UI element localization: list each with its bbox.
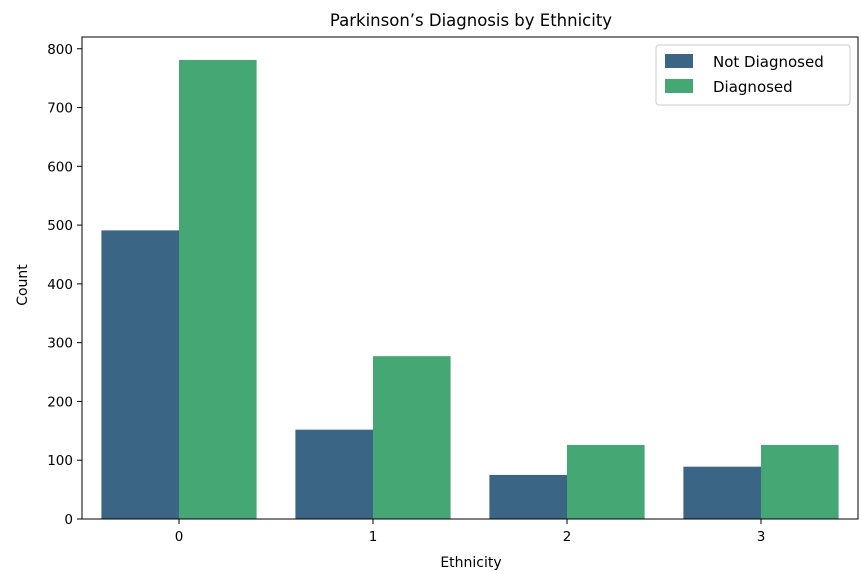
x-axis-label: Ethnicity bbox=[440, 555, 501, 571]
bar-diagnosed-0 bbox=[179, 59, 257, 520]
bars-group bbox=[101, 59, 839, 520]
legend-swatch bbox=[665, 54, 693, 68]
bar-not-diagnosed-2 bbox=[489, 474, 567, 519]
x-tick-label: 0 bbox=[175, 529, 184, 545]
y-tick-label: 100 bbox=[47, 453, 73, 469]
legend-label: Not Diagnosed bbox=[713, 53, 824, 71]
y-tick-label: 0 bbox=[64, 512, 73, 528]
plot-frame bbox=[81, 36, 859, 520]
y-axis-ticks: 0 100 200 300 400 500 600 700 800 bbox=[47, 42, 82, 528]
y-tick-label: 500 bbox=[47, 218, 73, 234]
legend: Not Diagnosed Diagnosed bbox=[655, 44, 851, 106]
y-tick-label: 400 bbox=[47, 277, 73, 293]
y-tick-label: 800 bbox=[47, 42, 73, 58]
bar-diagnosed-2 bbox=[567, 444, 645, 519]
bar-not-diagnosed-3 bbox=[683, 466, 761, 519]
legend-box bbox=[655, 44, 851, 106]
legend-label: Diagnosed bbox=[713, 78, 793, 96]
y-tick-label: 700 bbox=[47, 101, 73, 117]
y-axis-label: Count bbox=[15, 264, 31, 306]
chart-title: Parkinson’s Diagnosis by Ethnicity bbox=[330, 11, 612, 30]
y-tick-label: 600 bbox=[47, 159, 73, 175]
y-tick-label: 200 bbox=[47, 394, 73, 410]
x-tick-label: 1 bbox=[369, 529, 378, 545]
y-tick-label: 300 bbox=[47, 336, 73, 352]
bar-diagnosed-1 bbox=[373, 356, 451, 519]
x-axis-ticks: 0 1 2 3 bbox=[175, 519, 766, 545]
bar-not-diagnosed-0 bbox=[101, 230, 179, 519]
x-tick-label: 2 bbox=[563, 529, 572, 545]
bar-not-diagnosed-1 bbox=[295, 429, 373, 519]
legend-swatch bbox=[665, 79, 693, 93]
bar-diagnosed-3 bbox=[761, 444, 839, 519]
x-tick-label: 3 bbox=[757, 529, 766, 545]
